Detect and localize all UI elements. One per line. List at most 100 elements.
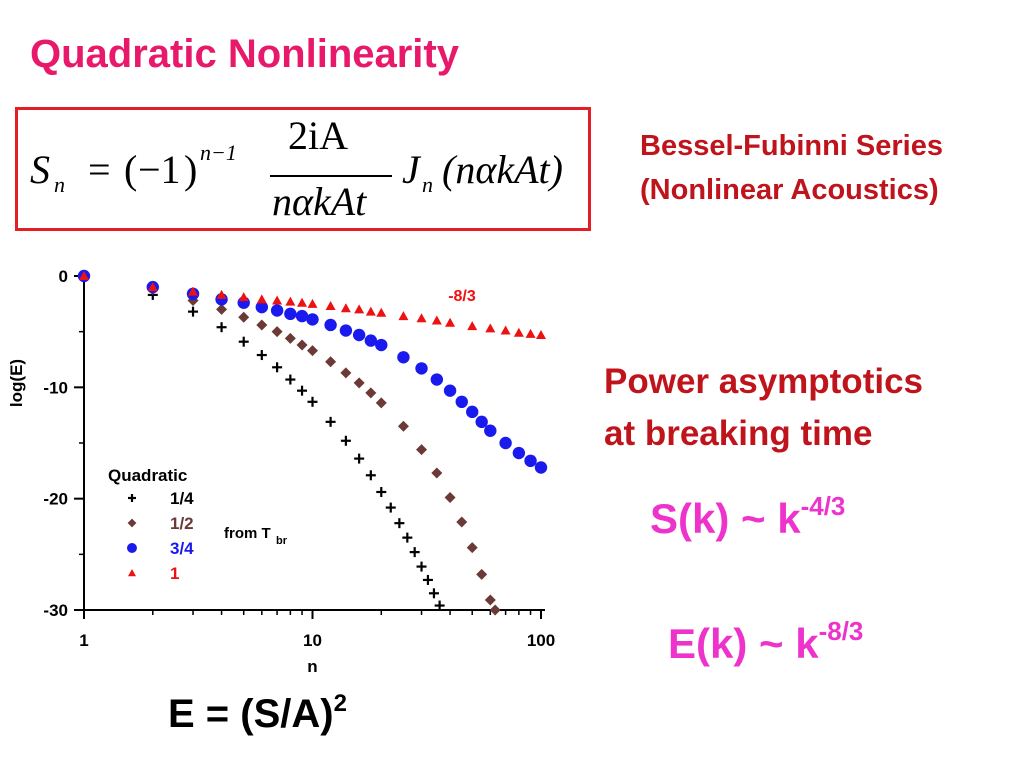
legend-marker-triangle bbox=[128, 569, 136, 577]
data-point-circle bbox=[255, 300, 269, 314]
eq-s: S bbox=[30, 147, 50, 192]
data-point-plus bbox=[216, 322, 227, 333]
data-point-plus bbox=[385, 502, 396, 513]
eq-bessel-j: J bbox=[402, 147, 420, 192]
data-point-circle bbox=[352, 328, 366, 342]
e-k-relation: E(k) ~ k-8/3 bbox=[668, 616, 863, 668]
data-point-plus bbox=[365, 470, 376, 481]
data-point-plus bbox=[238, 336, 249, 347]
series-circle bbox=[77, 269, 548, 474]
data-point-plus bbox=[402, 532, 413, 543]
s-k-relation: S(k) ~ k-4/3 bbox=[650, 491, 845, 543]
s-k-base: S(k) ~ k bbox=[650, 495, 801, 542]
data-point-plus bbox=[325, 416, 336, 427]
data-point-triangle bbox=[431, 315, 442, 325]
data-point-circle bbox=[295, 309, 309, 323]
data-point-diamond bbox=[397, 420, 409, 432]
data-point-triangle bbox=[536, 330, 546, 340]
bessel-line-2: (Nonlinear Acoustics) bbox=[640, 174, 939, 206]
data-point-triangle bbox=[445, 317, 456, 327]
eq-j-sub: n bbox=[422, 172, 433, 197]
data-point-diamond bbox=[489, 604, 501, 616]
power-line-1: Power asymptotics bbox=[604, 362, 923, 401]
data-point-circle bbox=[430, 373, 444, 386]
y-tick-label: -10 bbox=[43, 378, 68, 397]
data-point-triangle bbox=[354, 304, 365, 314]
data-point-plus bbox=[354, 453, 365, 464]
data-point-circle bbox=[339, 324, 353, 337]
energy-base: E = (S/A) bbox=[168, 692, 334, 736]
data-point-diamond bbox=[353, 377, 365, 389]
eq-minus-one: −1 bbox=[138, 147, 181, 192]
data-point-circle bbox=[484, 424, 497, 437]
data-point-circle bbox=[324, 318, 337, 332]
legend-marker-plus bbox=[128, 494, 136, 502]
data-point-circle bbox=[475, 415, 488, 429]
legend-note-subscript: br bbox=[276, 535, 288, 547]
data-point-triangle bbox=[272, 295, 283, 305]
power-line-2: at breaking time bbox=[604, 414, 873, 453]
chart-axes: 0 -10 -20 -30 1 10 100 n log(E) -8/3 bbox=[7, 267, 555, 676]
energy-exponent: 2 bbox=[333, 690, 347, 717]
data-point-triangle bbox=[513, 327, 524, 337]
data-point-triangle bbox=[297, 297, 308, 307]
data-point-diamond bbox=[466, 542, 478, 554]
legend-label: 1/2 bbox=[170, 514, 194, 533]
data-point-diamond bbox=[431, 467, 443, 479]
data-point-plus bbox=[307, 396, 318, 407]
y-axis-label: log(E) bbox=[7, 359, 26, 407]
power-asymptotics-caption: Power asymptotics at breaking time bbox=[604, 356, 923, 460]
data-point-diamond bbox=[456, 516, 468, 528]
data-point-triangle bbox=[238, 292, 249, 302]
legend-label: 1 bbox=[170, 564, 179, 583]
data-point-diamond bbox=[238, 311, 250, 323]
data-point-circle bbox=[499, 436, 512, 450]
energy-definition: E = (S/A)2 bbox=[168, 690, 347, 737]
legend-title: Quadratic bbox=[108, 466, 187, 485]
data-point-plus bbox=[188, 306, 199, 317]
data-point-diamond bbox=[271, 326, 283, 338]
data-point-triangle bbox=[340, 303, 351, 313]
bessel-line-1: Bessel-Fubinni Series bbox=[640, 130, 943, 162]
eq-rparen: ) bbox=[184, 147, 198, 192]
x-axis-label: n bbox=[307, 657, 317, 676]
data-point-plus bbox=[428, 588, 439, 599]
eq-argument: (nαkAt) bbox=[442, 147, 563, 192]
data-point-diamond bbox=[307, 345, 318, 357]
eq-exponent: n−1 bbox=[200, 140, 237, 165]
data-point-triangle bbox=[500, 325, 511, 335]
data-point-plus bbox=[340, 435, 351, 446]
data-point-plus bbox=[416, 561, 427, 572]
data-point-circle bbox=[364, 334, 378, 347]
data-point-circle bbox=[397, 351, 410, 364]
data-point-diamond bbox=[484, 594, 496, 606]
eq-numerator: 2iA bbox=[288, 113, 348, 158]
data-point-diamond bbox=[416, 444, 428, 456]
data-point-diamond bbox=[256, 319, 268, 331]
data-point-diamond bbox=[325, 356, 337, 368]
data-point-diamond bbox=[476, 568, 488, 580]
data-point-circle bbox=[375, 338, 388, 352]
data-point-diamond bbox=[284, 332, 296, 344]
x-tick-label: 100 bbox=[527, 631, 555, 650]
eq-lparen: ( bbox=[124, 147, 138, 192]
data-point-diamond bbox=[340, 367, 352, 379]
y-tick-label: -20 bbox=[43, 490, 68, 509]
data-point-diamond bbox=[444, 492, 456, 504]
data-point-diamond bbox=[296, 339, 308, 351]
data-point-triangle bbox=[398, 311, 409, 321]
bessel-fubinni-caption: Bessel-Fubinni Series (Nonlinear Acousti… bbox=[640, 124, 943, 212]
data-point-triangle bbox=[188, 286, 199, 296]
fraction-bar bbox=[270, 175, 392, 177]
legend-marker-circle bbox=[127, 543, 137, 553]
slide-title: Quadratic Nonlinearity bbox=[30, 32, 459, 76]
data-point-plus bbox=[434, 600, 445, 611]
equation-box: S n = ( −1 ) n−1 2iA nαkAt J n (nαkAt) bbox=[15, 107, 591, 231]
data-point-triangle bbox=[285, 296, 296, 306]
data-point-triangle bbox=[307, 298, 318, 308]
slope-annotation: -8/3 bbox=[448, 288, 476, 305]
e-k-exponent: -8/3 bbox=[818, 616, 864, 646]
s-k-exponent: -4/3 bbox=[800, 491, 846, 521]
data-point-triangle bbox=[256, 294, 267, 304]
data-point-circle bbox=[284, 307, 297, 321]
